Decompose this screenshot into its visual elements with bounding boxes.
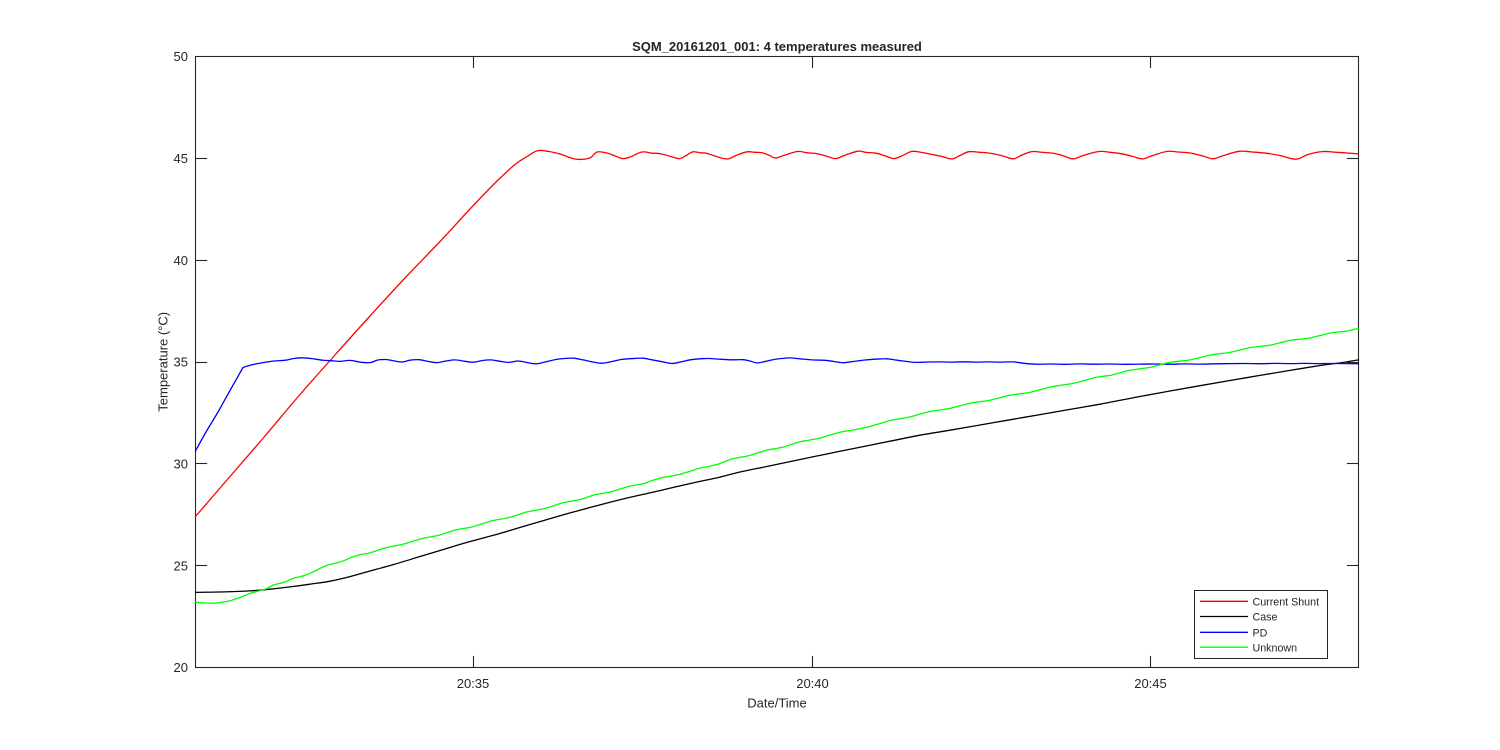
svg-text:Case: Case [1253, 612, 1278, 624]
svg-text:35: 35 [174, 355, 188, 370]
svg-text:45: 45 [174, 151, 188, 166]
svg-text:20:35: 20:35 [457, 676, 490, 691]
svg-text:20:40: 20:40 [796, 676, 829, 691]
svg-text:30: 30 [174, 457, 188, 472]
svg-text:25: 25 [174, 558, 188, 573]
svg-text:20:45: 20:45 [1134, 676, 1167, 691]
svg-text:20: 20 [174, 660, 188, 675]
svg-text:40: 40 [174, 253, 188, 268]
svg-text:Temperature (°C): Temperature (°C) [156, 312, 171, 412]
svg-text:SQM_20161201_001: 4 temperatur: SQM_20161201_001: 4 temperatures measure… [632, 39, 922, 54]
svg-text:Current Shunt: Current Shunt [1253, 596, 1320, 608]
svg-text:50: 50 [174, 49, 188, 64]
svg-text:Unknown: Unknown [1253, 642, 1298, 654]
svg-text:Date/Time: Date/Time [747, 696, 806, 711]
svg-text:PD: PD [1253, 627, 1268, 639]
